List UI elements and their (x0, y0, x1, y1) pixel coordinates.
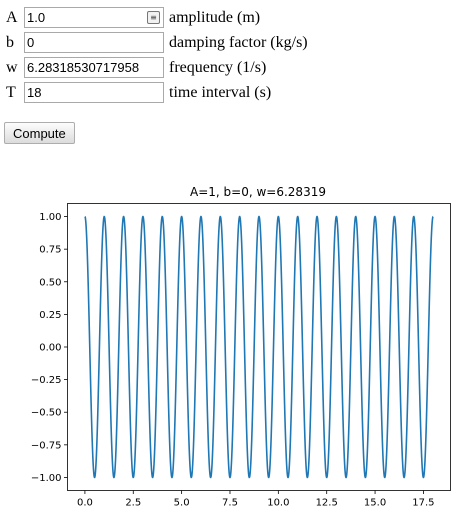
amplitude-field-box[interactable]: ≡ (24, 7, 164, 28)
time-interval-row: T time interval (s) (4, 80, 308, 105)
x-tick: 10.0 (267, 490, 289, 509)
y-tick: 0.00 (39, 343, 68, 354)
x-axis: 0.0 2.5 5.0 7.5 10.0 12.5 15.0 17.5 (77, 490, 435, 509)
x-tick-label: 12.5 (316, 498, 338, 509)
x-tick-label: 7.5 (222, 498, 238, 509)
x-tick: 7.5 (222, 490, 238, 509)
plot-figure: A=1, b=0, w=6.28319 1.000.750.500.250.00… (31, 185, 451, 509)
y-tick: −0.25 (31, 375, 68, 386)
x-tick-label: 0.0 (77, 498, 93, 509)
x-tick-label: 5.0 (174, 498, 190, 509)
amplitude-row: A ≡ amplitude (m) (4, 5, 308, 30)
time-interval-label: time interval (s) (169, 83, 272, 101)
damping-field-box[interactable] (24, 32, 164, 53)
frequency-label: frequency (1/s) (169, 58, 267, 76)
y-tick: 0.50 (39, 277, 68, 288)
input-form: A ≡ amplitude (m) b damping factor (kg/s… (4, 5, 308, 105)
frequency-input[interactable] (25, 58, 163, 77)
x-tick: 2.5 (125, 490, 141, 509)
damping-symbol: b (6, 33, 14, 51)
autofill-icon[interactable]: ≡ (147, 11, 160, 24)
x-tick-label: 15.0 (364, 498, 386, 509)
chart-title: A=1, b=0, w=6.28319 (190, 185, 326, 199)
amplitude-label: amplitude (m) (169, 8, 261, 26)
damping-row: b damping factor (kg/s) (4, 30, 308, 55)
damping-input[interactable] (25, 33, 163, 52)
y-tick-label: 0.50 (39, 277, 61, 288)
damping-label: damping factor (kg/s) (169, 33, 308, 51)
y-tick: −0.50 (31, 408, 68, 419)
compute-button[interactable]: Compute (4, 122, 75, 144)
time-interval-symbol: T (6, 83, 16, 101)
x-tick: 0.0 (77, 490, 93, 509)
x-tick-label: 2.5 (125, 498, 141, 509)
y-tick: −1.00 (31, 473, 68, 484)
frequency-row: w frequency (1/s) (4, 55, 308, 80)
y-tick-label: 0.25 (39, 310, 61, 321)
x-tick: 17.5 (412, 490, 435, 509)
y-axis: 1.00 0.75 0.50 0.25 0.00 −0.25 −0.50 −0.75 −1.00 (31, 212, 68, 484)
x-tick-label: 17.5 (412, 498, 434, 509)
x-tick: 12.5 (316, 490, 338, 509)
y-tick-label: −1.00 (31, 473, 62, 484)
y-tick-label: −0.75 (31, 440, 62, 451)
y-tick-label: 0.75 (39, 245, 61, 256)
frequency-symbol: w (6, 58, 18, 76)
y-tick-label: −0.50 (31, 408, 62, 419)
y-tick: 0.25 (39, 310, 68, 321)
frequency-field-box[interactable] (24, 57, 164, 78)
y-tick-label: 1.00 (39, 212, 61, 223)
amplitude-input[interactable] (25, 8, 163, 27)
time-interval-input[interactable] (25, 83, 163, 102)
x-tick: 5.0 (174, 490, 190, 509)
time-interval-field-box[interactable] (24, 82, 164, 103)
y-tick: 0.75 (39, 245, 68, 256)
y-tick: −0.75 (31, 440, 68, 451)
amplitude-symbol: A (6, 8, 18, 26)
y-tick-label: 0.00 (39, 343, 61, 354)
x-tick: 15.0 (364, 490, 386, 509)
x-tick-label: 10.0 (267, 498, 289, 509)
series-line (84, 215, 434, 479)
y-tick: 1.00 (39, 212, 68, 223)
y-tick-label: −0.25 (31, 375, 62, 386)
